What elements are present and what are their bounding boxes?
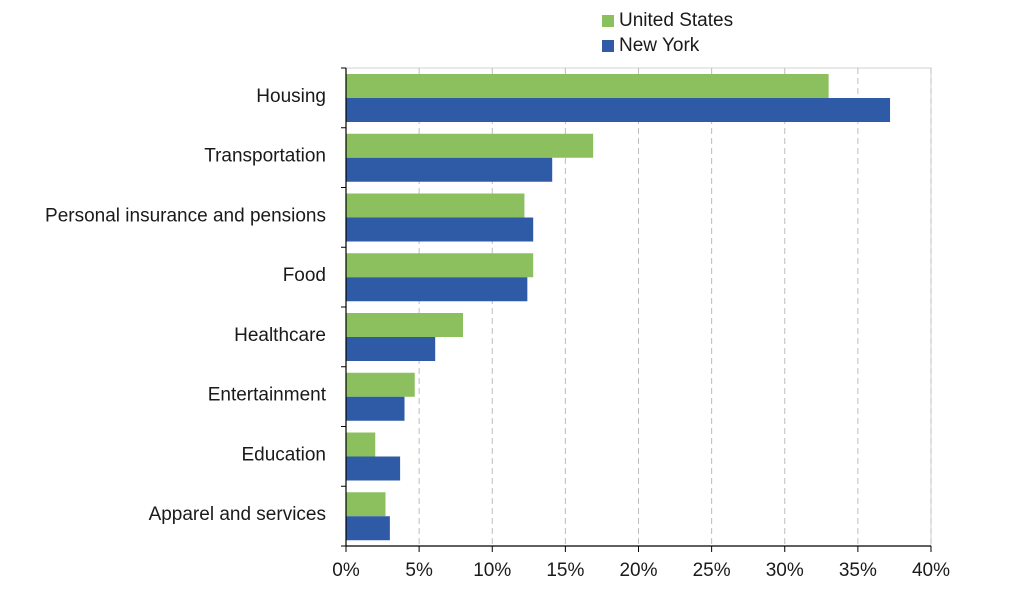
category-label: Transportation — [204, 146, 326, 167]
x-tick-label: 0% — [332, 560, 360, 581]
x-tick-labels: 0% 5% 10% 15% 20% 25% 30% 35% 40% — [332, 560, 950, 581]
category-label: Entertainment — [208, 385, 327, 406]
bar-united-states-housing — [346, 74, 829, 98]
bar-new-york-education — [346, 456, 401, 481]
x-tick-label: 30% — [766, 560, 804, 581]
legend-label-new-york: New York — [619, 35, 700, 56]
x-tick-label: 40% — [912, 560, 950, 581]
x-tick-label: 20% — [619, 560, 657, 581]
x-tick-label: 15% — [546, 560, 584, 581]
category-label: Healthcare — [234, 325, 326, 346]
bar-united-states-apparel-and-services — [346, 492, 386, 517]
bar-new-york-transportation — [346, 157, 553, 182]
bar-united-states-education — [346, 432, 376, 457]
bar-united-states-food — [346, 253, 534, 278]
bar-new-york-apparel-and-services — [346, 516, 390, 541]
legend-swatch-united-states — [602, 15, 614, 27]
bar-new-york-housing — [346, 98, 891, 122]
bar-new-york-healthcare — [346, 337, 436, 361]
x-tick-label: 25% — [693, 560, 731, 581]
bar-new-york-food — [346, 277, 528, 302]
bar-united-states-transportation — [346, 133, 594, 158]
bar-united-states-healthcare — [346, 313, 463, 337]
bars — [346, 74, 891, 541]
bar-united-states-personal-insurance-and-pensions — [346, 193, 525, 218]
bar-united-states-entertainment — [346, 372, 415, 397]
x-tick-label: 35% — [839, 560, 877, 581]
category-labels: Housing Transportation Personal insurance … — [45, 86, 327, 525]
bar-new-york-personal-insurance-and-pensions — [346, 217, 534, 242]
category-label: Education — [241, 444, 326, 465]
x-tick-label: 5% — [405, 560, 433, 581]
legend-label-united-states: United States — [619, 10, 733, 31]
category-label: Apparel and services — [149, 504, 326, 525]
category-label: Housing — [256, 86, 326, 107]
x-tick-label: 10% — [473, 560, 511, 581]
axes — [341, 67, 932, 552]
category-label: Food — [283, 265, 326, 286]
bar-new-york-entertainment — [346, 396, 405, 421]
category-label: Personal insurance and pensions — [45, 205, 326, 226]
legend-swatch-new-york — [602, 40, 614, 52]
legend: United States New York — [602, 10, 733, 56]
